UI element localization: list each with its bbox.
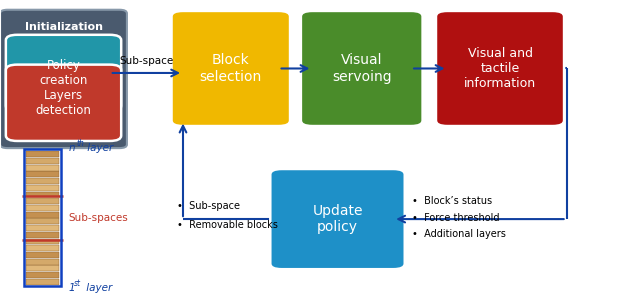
FancyBboxPatch shape <box>270 169 404 269</box>
Bar <box>26 238 59 244</box>
Bar <box>26 191 59 197</box>
Bar <box>26 259 59 265</box>
FancyBboxPatch shape <box>6 65 121 141</box>
Bar <box>26 158 59 164</box>
Bar <box>26 279 59 285</box>
Bar <box>26 198 59 204</box>
Bar <box>26 265 59 271</box>
Text: •  Sub-space: • Sub-space <box>177 201 239 211</box>
FancyBboxPatch shape <box>6 35 121 111</box>
Text: 1: 1 <box>68 283 75 293</box>
Bar <box>26 219 59 224</box>
Bar <box>26 205 59 211</box>
FancyBboxPatch shape <box>0 10 127 148</box>
Bar <box>26 225 59 231</box>
Bar <box>26 172 59 177</box>
Bar <box>26 185 59 191</box>
FancyBboxPatch shape <box>436 11 564 126</box>
Text: •  Block’s status: • Block’s status <box>412 196 493 206</box>
Bar <box>24 149 61 286</box>
Bar <box>26 178 59 184</box>
Text: n: n <box>68 142 75 153</box>
FancyBboxPatch shape <box>301 11 422 126</box>
Text: Initialization: Initialization <box>24 22 102 32</box>
Text: th: th <box>77 139 84 148</box>
Bar <box>26 245 59 251</box>
Text: •  Force threshold: • Force threshold <box>412 213 500 223</box>
Bar <box>26 252 59 258</box>
Text: Visual
servoing: Visual servoing <box>332 53 392 84</box>
Bar <box>26 232 59 238</box>
Bar <box>26 272 59 278</box>
Text: Update
policy: Update policy <box>312 204 363 234</box>
Text: Layers
detection: Layers detection <box>36 89 92 117</box>
Bar <box>26 212 59 218</box>
Text: st: st <box>74 279 81 288</box>
Bar <box>26 151 59 157</box>
Text: •  Additional layers: • Additional layers <box>412 229 506 239</box>
Text: Visual and
tactile
information: Visual and tactile information <box>464 47 536 90</box>
Text: layer: layer <box>83 283 112 293</box>
Text: Sub-spaces: Sub-spaces <box>68 213 128 223</box>
Text: •  Removable blocks: • Removable blocks <box>177 220 278 230</box>
Bar <box>26 165 59 171</box>
FancyBboxPatch shape <box>172 11 290 126</box>
Text: layer: layer <box>84 142 113 153</box>
Text: Policy
creation: Policy creation <box>39 59 88 87</box>
Text: Block
selection: Block selection <box>200 53 262 84</box>
Text: Sub-space: Sub-space <box>119 56 173 67</box>
